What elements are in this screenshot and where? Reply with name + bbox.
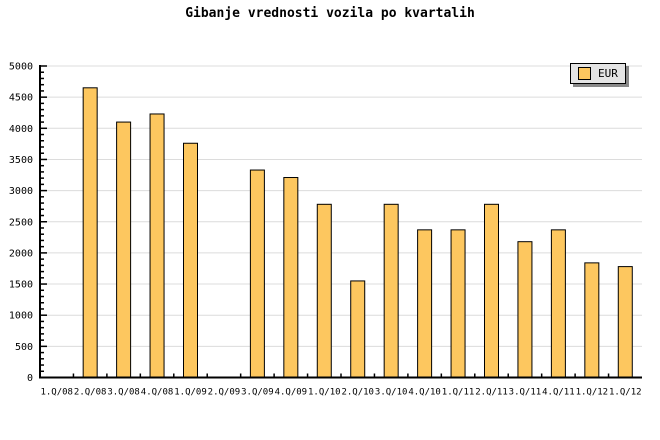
y-tick-label: 3500 [9, 155, 33, 166]
x-tick-label: 3.Q/09 [241, 388, 274, 398]
x-tick-label: 2.Q/08 [74, 388, 107, 398]
x-tick-label: 2.Q/11 [475, 388, 508, 398]
x-tick-label: 3.Q/10 [375, 388, 408, 398]
bar-2.Q/08 [82, 87, 98, 379]
y-tick-label: 3000 [9, 186, 33, 197]
x-tick-label: 1.Q/12 [609, 388, 642, 398]
bar-1.Q/10 [316, 203, 332, 378]
y-tick-label: 5000 [9, 62, 33, 73]
y-tick-label: 2000 [9, 248, 33, 259]
x-tick-label: 2.Q/09 [208, 388, 241, 398]
x-tick-label: 4.Q/08 [141, 388, 174, 398]
x-tick-label: 3.Q/08 [107, 388, 140, 398]
x-tick-label: 1.Q/11 [442, 388, 475, 398]
bar-1.Q/11 [450, 229, 466, 378]
bar-3.Q/11 [517, 241, 533, 378]
y-tick-label: 4500 [9, 93, 33, 104]
x-tick-label: 2.Q/10 [341, 388, 374, 398]
y-tick-label: 2500 [9, 217, 33, 228]
x-tick-label: 1.Q/10 [308, 388, 341, 398]
x-tick-label: 1.Q/12 [576, 388, 609, 398]
bar-3.Q/08 [116, 121, 132, 378]
y-tick-label: 1500 [9, 280, 33, 291]
bar-4.Q/10 [417, 229, 433, 378]
x-tick-label: 1.Q/09 [174, 388, 207, 398]
bar-4.Q/11 [550, 229, 566, 378]
bar-1.Q/12 [617, 266, 633, 378]
bar-3.Q/10 [383, 203, 399, 378]
bar-1.Q/09 [183, 142, 198, 378]
bar-4.Q/08 [149, 113, 165, 378]
bar-2.Q/11 [484, 203, 499, 378]
chart-title: Gibanje vrednosti vozila po kvartalih [185, 6, 475, 21]
legend-label: EUR [598, 67, 618, 80]
legend-swatch-icon [578, 67, 591, 80]
x-tick-label: 4.Q/10 [408, 388, 441, 398]
x-tick-label: 4.Q/09 [275, 388, 308, 398]
x-tick-label: 4.Q/11 [542, 388, 575, 398]
bar-4.Q/09 [283, 177, 299, 378]
bar-2.Q/10 [350, 280, 366, 378]
x-tick-label: 1.Q/08 [40, 388, 73, 398]
legend: EUR [570, 63, 626, 84]
y-tick-label: 4000 [9, 124, 33, 135]
y-tick-label: 0 [27, 373, 33, 384]
bar-3.Q/09 [249, 169, 265, 378]
y-tick-label: 1000 [9, 311, 33, 322]
x-tick-label: 3.Q/11 [509, 388, 542, 398]
bar-1.Q/12 [584, 262, 600, 379]
y-tick-label: 500 [15, 342, 33, 353]
